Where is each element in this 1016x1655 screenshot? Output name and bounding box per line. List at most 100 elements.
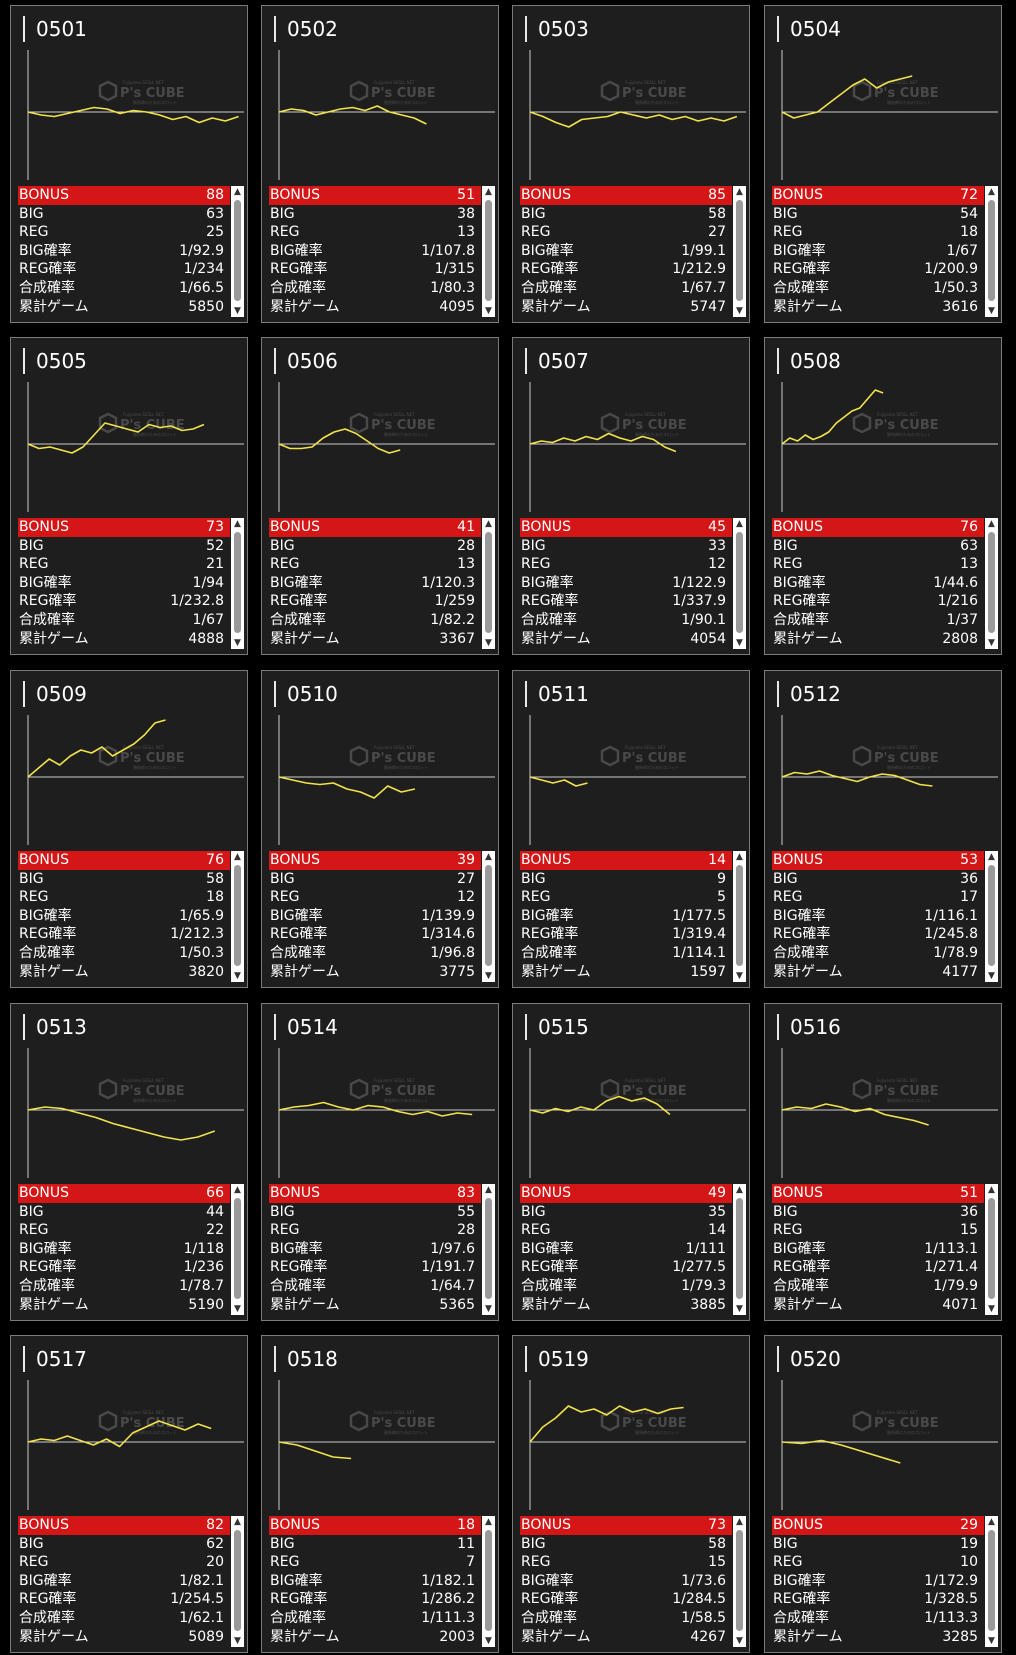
scroll-down-arrow-icon[interactable]: ▼ <box>736 1636 743 1646</box>
scroll-down-arrow-icon[interactable]: ▼ <box>988 306 995 316</box>
scrollbar-thumb[interactable] <box>988 865 995 966</box>
stats-scrollbar[interactable]: ▲ ▼ <box>482 518 495 649</box>
machine-card-0509[interactable]: 0509 P's CUBE Fujiyama SESLL NET 勝負師のためのスロッ… <box>10 670 248 988</box>
stats-scrollbar[interactable]: ▲ ▼ <box>985 851 998 982</box>
stats-scrollbar[interactable]: ▲ ▼ <box>231 186 244 317</box>
scrollbar-thumb[interactable] <box>234 865 241 966</box>
scroll-up-arrow-icon[interactable]: ▲ <box>234 519 241 529</box>
scroll-up-arrow-icon[interactable]: ▲ <box>485 187 492 197</box>
machine-card-0510[interactable]: 0510 P's CUBE Fujiyama SESLL NET 勝負師のためのスロッ… <box>261 670 499 988</box>
scroll-up-arrow-icon[interactable]: ▲ <box>736 852 743 862</box>
machine-card-0514[interactable]: 0514 P's CUBE Fujiyama SESLL NET 勝負師のためのスロッ… <box>261 1003 499 1321</box>
scroll-down-arrow-icon[interactable]: ▼ <box>234 1304 241 1314</box>
scroll-down-arrow-icon[interactable]: ▼ <box>988 971 995 981</box>
scroll-up-arrow-icon[interactable]: ▲ <box>988 1185 995 1195</box>
stats-scrollbar[interactable]: ▲ ▼ <box>985 1516 998 1647</box>
stats-scrollbar[interactable]: ▲ ▼ <box>733 1184 746 1315</box>
scrollbar-thumb[interactable] <box>988 1198 995 1299</box>
machine-card-0512[interactable]: 0512 P's CUBE Fujiyama SESLL NET 勝負師のためのスロッ… <box>764 670 1002 988</box>
machine-card-0506[interactable]: 0506 P's CUBE Fujiyama SESLL NET 勝負師のためのスロッ… <box>261 337 499 655</box>
stats-scrollbar[interactable]: ▲ ▼ <box>482 186 495 317</box>
machine-card-0501[interactable]: 0501 P's CUBE Fujiyama SESLL NET 勝負師のためのスロッ… <box>10 5 248 323</box>
scrollbar-thumb[interactable] <box>485 865 492 966</box>
scroll-up-arrow-icon[interactable]: ▲ <box>988 187 995 197</box>
machine-card-0504[interactable]: 0504 P's CUBE Fujiyama SESLL NET 勝負師のためのスロッ… <box>764 5 1002 323</box>
scroll-down-arrow-icon[interactable]: ▼ <box>988 1636 995 1646</box>
scroll-down-arrow-icon[interactable]: ▼ <box>736 971 743 981</box>
scroll-down-arrow-icon[interactable]: ▼ <box>988 1304 995 1314</box>
scrollbar-thumb[interactable] <box>485 1198 492 1299</box>
machine-card-0513[interactable]: 0513 P's CUBE Fujiyama SESLL NET 勝負師のためのスロッ… <box>10 1003 248 1321</box>
scroll-up-arrow-icon[interactable]: ▲ <box>485 852 492 862</box>
stats-scrollbar[interactable]: ▲ ▼ <box>733 518 746 649</box>
stats-scrollbar[interactable]: ▲ ▼ <box>985 1184 998 1315</box>
scrollbar-thumb[interactable] <box>988 1530 995 1631</box>
scroll-up-arrow-icon[interactable]: ▲ <box>988 519 995 529</box>
stats-scrollbar[interactable]: ▲ ▼ <box>231 851 244 982</box>
stats-scrollbar[interactable]: ▲ ▼ <box>733 1516 746 1647</box>
stats-scrollbar[interactable]: ▲ ▼ <box>482 851 495 982</box>
scroll-up-arrow-icon[interactable]: ▲ <box>736 1517 743 1527</box>
scroll-down-arrow-icon[interactable]: ▼ <box>485 306 492 316</box>
scroll-up-arrow-icon[interactable]: ▲ <box>736 1185 743 1195</box>
scroll-up-arrow-icon[interactable]: ▲ <box>988 852 995 862</box>
stats-scrollbar[interactable]: ▲ ▼ <box>482 1516 495 1647</box>
scroll-down-arrow-icon[interactable]: ▼ <box>988 638 995 648</box>
scrollbar-thumb[interactable] <box>988 532 995 633</box>
machine-card-0511[interactable]: 0511 P's CUBE Fujiyama SESLL NET 勝負師のためのスロッ… <box>512 670 750 988</box>
stats-scrollbar[interactable]: ▲ ▼ <box>231 1516 244 1647</box>
scroll-down-arrow-icon[interactable]: ▼ <box>485 1636 492 1646</box>
scroll-up-arrow-icon[interactable]: ▲ <box>988 1517 995 1527</box>
scroll-up-arrow-icon[interactable]: ▲ <box>485 1185 492 1195</box>
scroll-down-arrow-icon[interactable]: ▼ <box>485 971 492 981</box>
stats-scrollbar[interactable]: ▲ ▼ <box>733 186 746 317</box>
scroll-up-arrow-icon[interactable]: ▲ <box>736 187 743 197</box>
scrollbar-thumb[interactable] <box>736 200 743 301</box>
scrollbar-thumb[interactable] <box>736 1530 743 1631</box>
machine-card-0508[interactable]: 0508 P's CUBE Fujiyama SESLL NET 勝負師のためのスロッ… <box>764 337 1002 655</box>
scroll-up-arrow-icon[interactable]: ▲ <box>234 187 241 197</box>
scroll-down-arrow-icon[interactable]: ▼ <box>234 971 241 981</box>
scroll-down-arrow-icon[interactable]: ▼ <box>485 638 492 648</box>
scrollbar-thumb[interactable] <box>234 1530 241 1631</box>
machine-card-0503[interactable]: 0503 P's CUBE Fujiyama SESLL NET 勝負師のためのスロッ… <box>512 5 750 323</box>
stats-scrollbar[interactable]: ▲ ▼ <box>482 1184 495 1315</box>
stats-scrollbar[interactable]: ▲ ▼ <box>733 851 746 982</box>
scrollbar-thumb[interactable] <box>234 532 241 633</box>
stats-scrollbar[interactable]: ▲ ▼ <box>985 518 998 649</box>
stats-scrollbar[interactable]: ▲ ▼ <box>985 186 998 317</box>
scroll-up-arrow-icon[interactable]: ▲ <box>234 852 241 862</box>
scroll-down-arrow-icon[interactable]: ▼ <box>234 306 241 316</box>
machine-card-0516[interactable]: 0516 P's CUBE Fujiyama SESLL NET 勝負師のためのスロッ… <box>764 1003 1002 1321</box>
scroll-up-arrow-icon[interactable]: ▲ <box>234 1185 241 1195</box>
scroll-up-arrow-icon[interactable]: ▲ <box>736 519 743 529</box>
scrollbar-thumb[interactable] <box>485 200 492 301</box>
scroll-up-arrow-icon[interactable]: ▲ <box>485 1517 492 1527</box>
scrollbar-thumb[interactable] <box>736 1198 743 1299</box>
machine-card-0519[interactable]: 0519 P's CUBE Fujiyama SESLL NET 勝負師のためのスロッ… <box>512 1335 750 1653</box>
scroll-down-arrow-icon[interactable]: ▼ <box>234 1636 241 1646</box>
scrollbar-thumb[interactable] <box>234 1198 241 1299</box>
machine-card-0517[interactable]: 0517 P's CUBE Fujiyama SESLL NET 勝負師のためのスロッ… <box>10 1335 248 1653</box>
stats-scrollbar[interactable]: ▲ ▼ <box>231 1184 244 1315</box>
stats-scrollbar[interactable]: ▲ ▼ <box>231 518 244 649</box>
scroll-up-arrow-icon[interactable]: ▲ <box>485 519 492 529</box>
scroll-down-arrow-icon[interactable]: ▼ <box>736 638 743 648</box>
scrollbar-thumb[interactable] <box>234 200 241 301</box>
scrollbar-thumb[interactable] <box>736 865 743 966</box>
machine-card-0502[interactable]: 0502 P's CUBE Fujiyama SESLL NET 勝負師のためのスロッ… <box>261 5 499 323</box>
scrollbar-thumb[interactable] <box>485 1530 492 1631</box>
scroll-up-arrow-icon[interactable]: ▲ <box>234 1517 241 1527</box>
scroll-down-arrow-icon[interactable]: ▼ <box>736 1304 743 1314</box>
scroll-down-arrow-icon[interactable]: ▼ <box>736 306 743 316</box>
machine-card-0505[interactable]: 0505 P's CUBE Fujiyama SESLL NET 勝負師のためのスロッ… <box>10 337 248 655</box>
scrollbar-thumb[interactable] <box>485 532 492 633</box>
machine-card-0515[interactable]: 0515 P's CUBE Fujiyama SESLL NET 勝負師のためのスロッ… <box>512 1003 750 1321</box>
scrollbar-thumb[interactable] <box>988 200 995 301</box>
machine-card-0518[interactable]: 0518 P's CUBE Fujiyama SESLL NET 勝負師のためのスロッ… <box>261 1335 499 1653</box>
machine-card-0507[interactable]: 0507 P's CUBE Fujiyama SESLL NET 勝負師のためのスロッ… <box>512 337 750 655</box>
scrollbar-thumb[interactable] <box>736 532 743 633</box>
machine-card-0520[interactable]: 0520 P's CUBE Fujiyama SESLL NET 勝負師のためのスロッ… <box>764 1335 1002 1653</box>
scroll-down-arrow-icon[interactable]: ▼ <box>485 1304 492 1314</box>
scroll-down-arrow-icon[interactable]: ▼ <box>234 638 241 648</box>
